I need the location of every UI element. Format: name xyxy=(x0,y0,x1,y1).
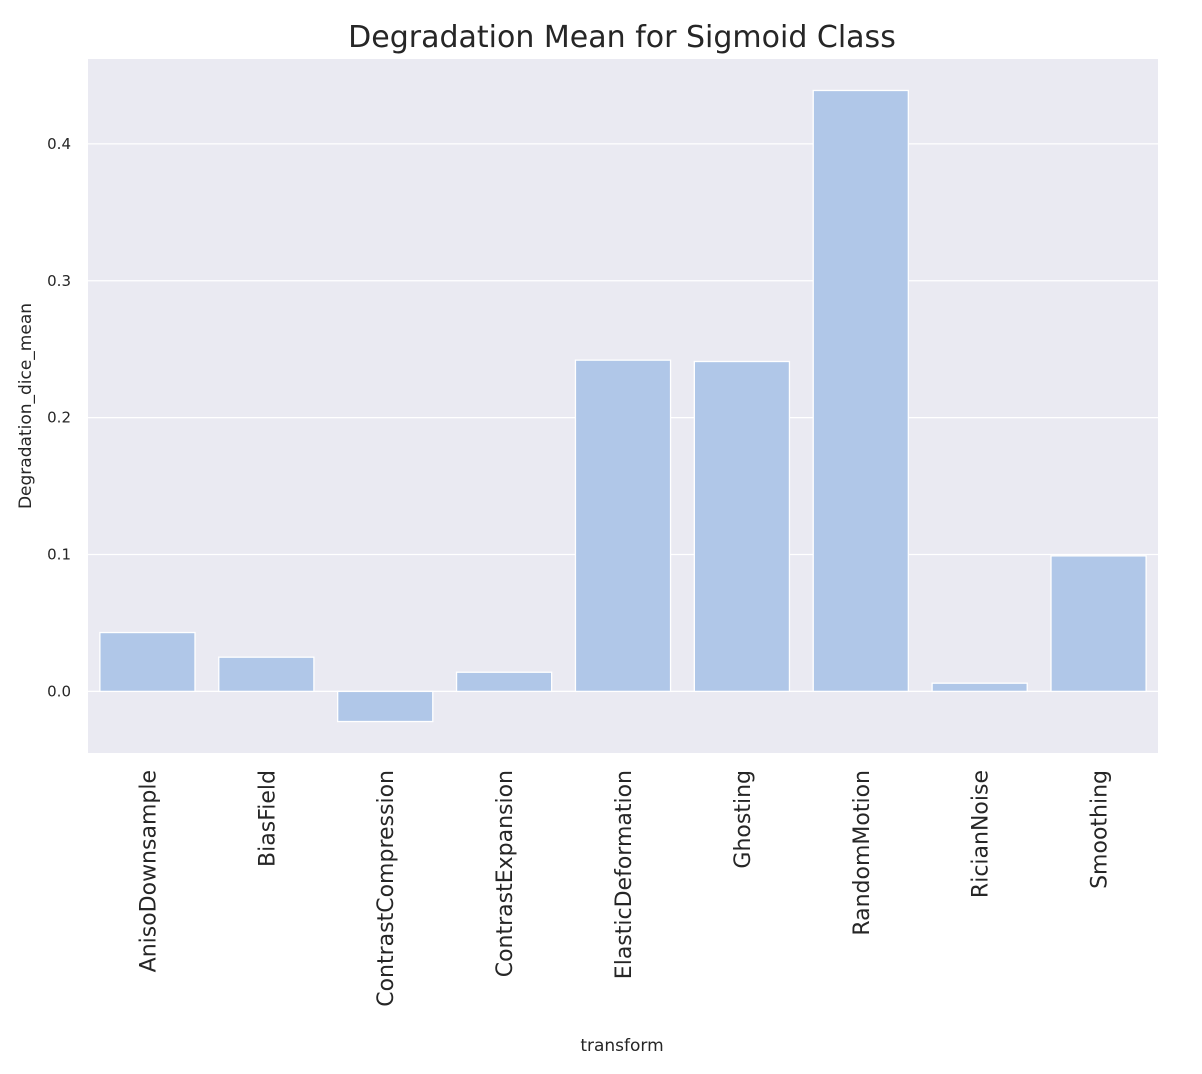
chart-title: Degradation Mean for Sigmoid Class xyxy=(348,20,896,55)
x-tick-label: BiasField xyxy=(255,770,280,867)
bar-biasfield xyxy=(218,656,315,693)
y-tick-label: 0.0 xyxy=(47,682,71,700)
bar-randommotion xyxy=(812,89,909,693)
bar-elasticdeformation xyxy=(574,359,672,693)
bar-contrastcompression xyxy=(337,690,434,723)
y-axis-label: Degradation_dice_mean xyxy=(16,303,36,509)
x-tick-label: RandomMotion xyxy=(850,770,875,936)
x-tick-label: RicianNoise xyxy=(969,770,994,898)
x-tick-label: Ghosting xyxy=(731,770,756,869)
x-tick-label: ElasticDeformation xyxy=(612,770,637,979)
y-tick-label: 0.1 xyxy=(47,546,71,564)
x-tick-label: ContrastExpansion xyxy=(493,770,518,977)
bar-anisodownsample xyxy=(99,631,196,693)
y-tick-label: 0.4 xyxy=(47,135,71,153)
x-axis-label: transform xyxy=(580,1036,663,1056)
bar-contrastexpansion xyxy=(455,671,553,693)
bar-riciannoise xyxy=(931,682,1028,693)
x-tick-label: AnisoDownsample xyxy=(136,770,161,972)
bars xyxy=(99,89,1147,723)
bar-ghosting xyxy=(693,360,791,693)
bar-smoothing xyxy=(1050,555,1147,693)
x-tick-labels: AnisoDownsample BiasField ContrastCompress… xyxy=(136,770,1112,1007)
y-tick-label: 0.2 xyxy=(47,409,71,427)
x-tick-label: ContrastCompression xyxy=(374,770,399,1007)
y-tick-labels: 0.0 0.1 0.2 0.3 0.4 xyxy=(47,135,71,701)
x-tick-label: Smoothing xyxy=(1088,770,1113,889)
y-tick-label: 0.3 xyxy=(47,272,71,290)
